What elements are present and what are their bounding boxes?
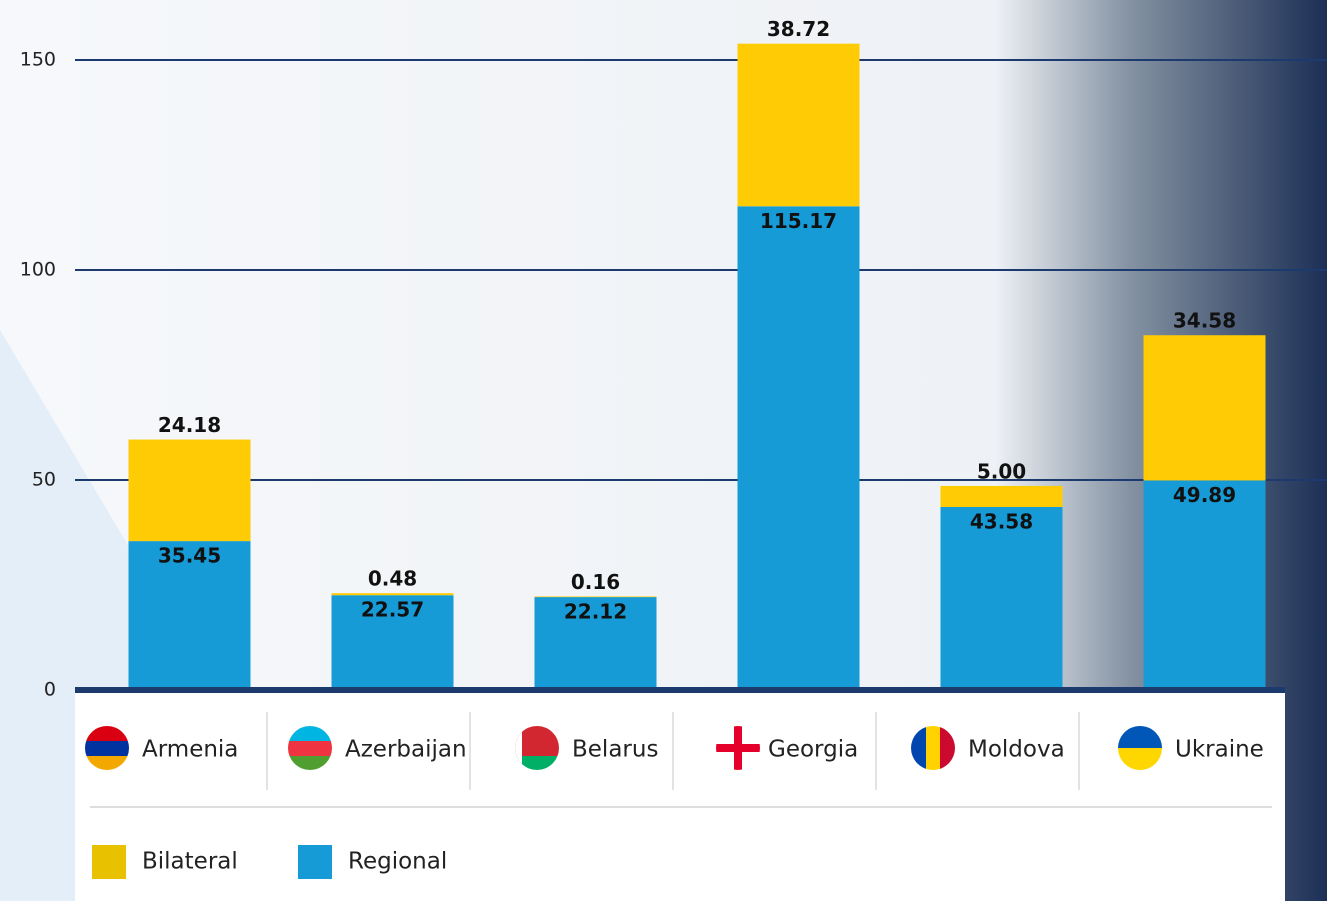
flag-moldova (911, 726, 955, 770)
bar-segment (1143, 335, 1266, 481)
flag-georgia (716, 726, 760, 770)
value-label: 22.57 (361, 598, 424, 622)
flag-armenia (85, 726, 129, 770)
y-tick-label: 150 (20, 49, 56, 71)
bar-segment (940, 485, 1063, 507)
value-label: 38.72 (767, 17, 830, 41)
bar-segment (331, 595, 454, 690)
value-label: 0.16 (571, 570, 620, 594)
category-label: Moldova (968, 737, 1065, 763)
legend-swatch (298, 845, 332, 879)
category-label: Armenia (142, 737, 238, 763)
value-label: 35.45 (158, 544, 221, 568)
bar-segment (534, 597, 657, 690)
y-tick-label: 50 (32, 469, 56, 491)
flag-ukraine (1118, 726, 1162, 770)
category-label: Ukraine (1175, 737, 1264, 763)
y-tick-label: 100 (20, 259, 56, 281)
y-tick-label: 0 (44, 679, 56, 701)
value-label: 34.58 (1173, 309, 1236, 333)
value-label: 24.18 (158, 413, 221, 437)
category-label: Azerbaijan (345, 737, 467, 763)
legend-label: Bilateral (142, 849, 238, 875)
bar-segment (737, 43, 860, 207)
value-label: 49.89 (1173, 483, 1236, 507)
value-label: 22.12 (564, 600, 627, 624)
value-label: 5.00 (977, 459, 1026, 483)
bar-segment (534, 596, 657, 598)
category-label: Belarus (572, 737, 658, 763)
legend-panel (75, 690, 1285, 901)
legend-label: Regional (348, 849, 447, 875)
legend-swatch (92, 845, 126, 879)
bar-segment (331, 593, 454, 596)
flag-azerbaijan (288, 726, 332, 770)
bar-segment (940, 506, 1063, 690)
bar-segment (1143, 480, 1266, 690)
bar-segment (737, 206, 860, 690)
bar-segment (128, 541, 251, 690)
value-label: 0.48 (368, 567, 417, 591)
value-label: 43.58 (970, 509, 1033, 533)
value-label: 115.17 (760, 209, 837, 233)
category-label: Georgia (768, 737, 858, 763)
bar-segment (128, 439, 251, 542)
